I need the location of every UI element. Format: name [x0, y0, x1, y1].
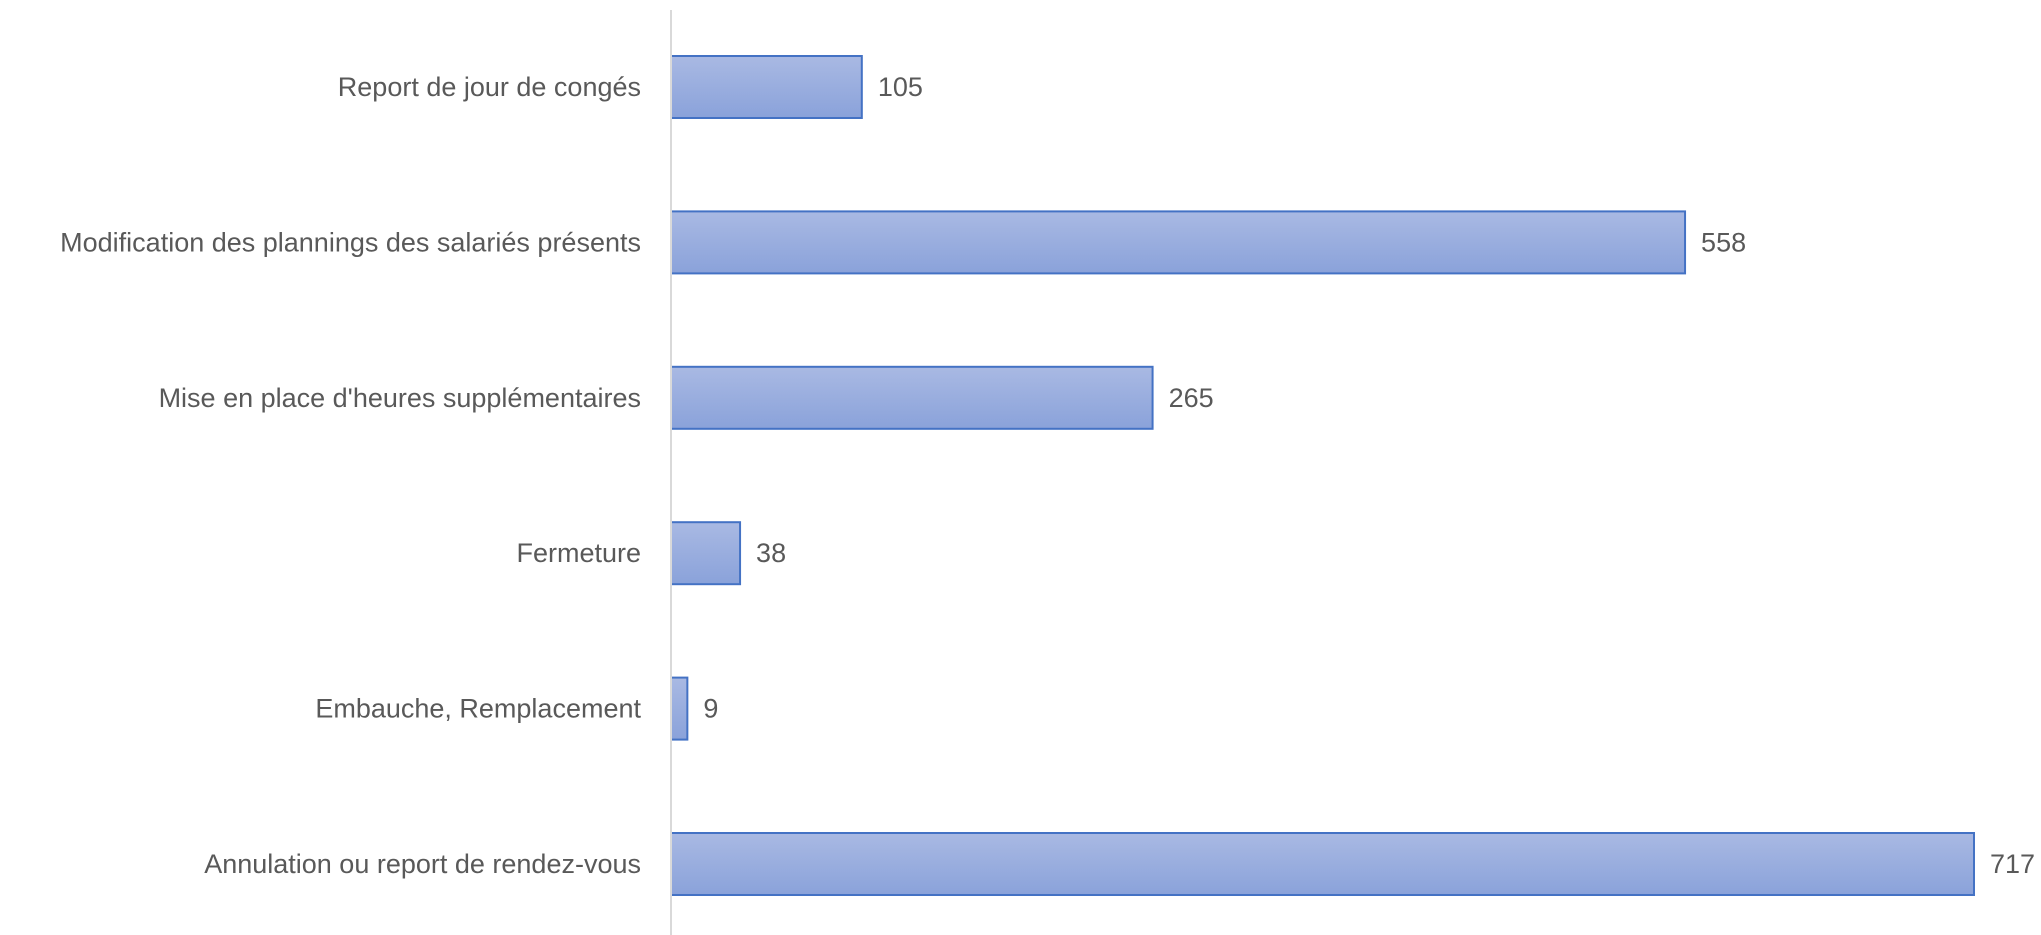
- bar-2: [670, 365, 1154, 430]
- category-label-5: Annulation ou report de rendez-vous: [204, 849, 641, 879]
- category-label-4: Embauche, Remplacement: [315, 694, 641, 724]
- bar-0: [670, 55, 863, 119]
- category-label-0: Report de jour de congés: [338, 72, 641, 102]
- bars-layer: [670, 55, 1975, 896]
- category-label-3: Fermeture: [516, 538, 641, 568]
- bar-3: [670, 521, 742, 586]
- category-label-2: Mise en place d'heures supplémentaires: [159, 383, 641, 413]
- value-label-4: 9: [703, 694, 718, 724]
- value-label-0: 105: [878, 72, 923, 102]
- bar-5: [670, 832, 1975, 896]
- labels-layer: Report de jour de congés 105 Modification …: [60, 72, 2035, 879]
- bar-1: [670, 210, 1687, 275]
- bar-4: [670, 676, 689, 741]
- value-label-2: 265: [1169, 383, 1214, 413]
- value-label-3: 38: [756, 538, 786, 568]
- value-label-5: 717: [1990, 849, 2035, 879]
- category-label-1: Modification des plannings des salariés …: [60, 227, 641, 257]
- value-label-1: 558: [1701, 227, 1746, 257]
